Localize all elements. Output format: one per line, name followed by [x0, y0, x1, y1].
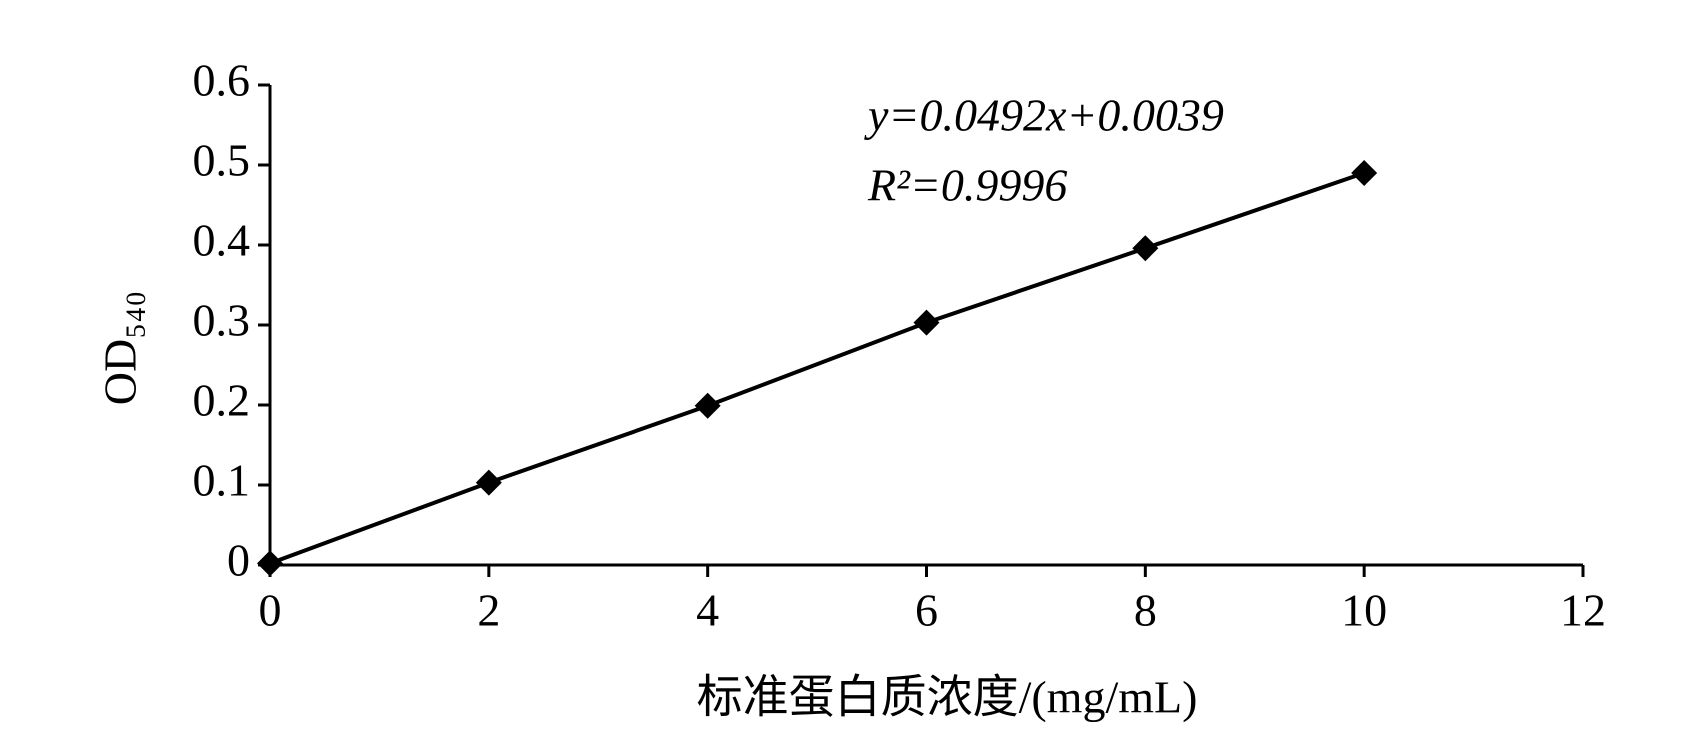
series-line — [269, 171, 1365, 566]
y-tick-label: 0.4 — [193, 215, 251, 266]
equation-annotation: y=0.0492x+0.0039 — [864, 90, 1224, 141]
y-tick-label: 0.5 — [193, 135, 251, 186]
y-tick-label: 0.6 — [193, 55, 251, 106]
data-point — [913, 309, 940, 336]
r-squared-annotation: R²=0.9996 — [867, 160, 1067, 211]
x-tick-label: 0 — [259, 585, 282, 636]
data-point — [257, 550, 283, 577]
data-point — [694, 392, 721, 419]
x-tick-label: 6 — [915, 585, 938, 636]
y-axis-label: OD₅₄₀ — [95, 291, 146, 406]
y-tick-label: 0.1 — [193, 455, 251, 506]
x-tick-label: 12 — [1560, 585, 1606, 636]
y-tick-label: 0 — [227, 535, 250, 586]
x-tick-label: 8 — [1134, 585, 1157, 636]
data-point — [1132, 235, 1159, 262]
x-axis-label: 标准蛋白质浓度/(mg/mL) — [697, 672, 1198, 723]
data-point — [1351, 160, 1378, 186]
data-point — [475, 469, 502, 496]
x-tick-label: 4 — [696, 585, 719, 636]
y-tick-label: 0.3 — [193, 295, 251, 346]
y-tick-label: 0.2 — [193, 375, 251, 426]
x-tick-label: 2 — [477, 585, 500, 636]
x-tick-label: 10 — [1341, 585, 1387, 636]
